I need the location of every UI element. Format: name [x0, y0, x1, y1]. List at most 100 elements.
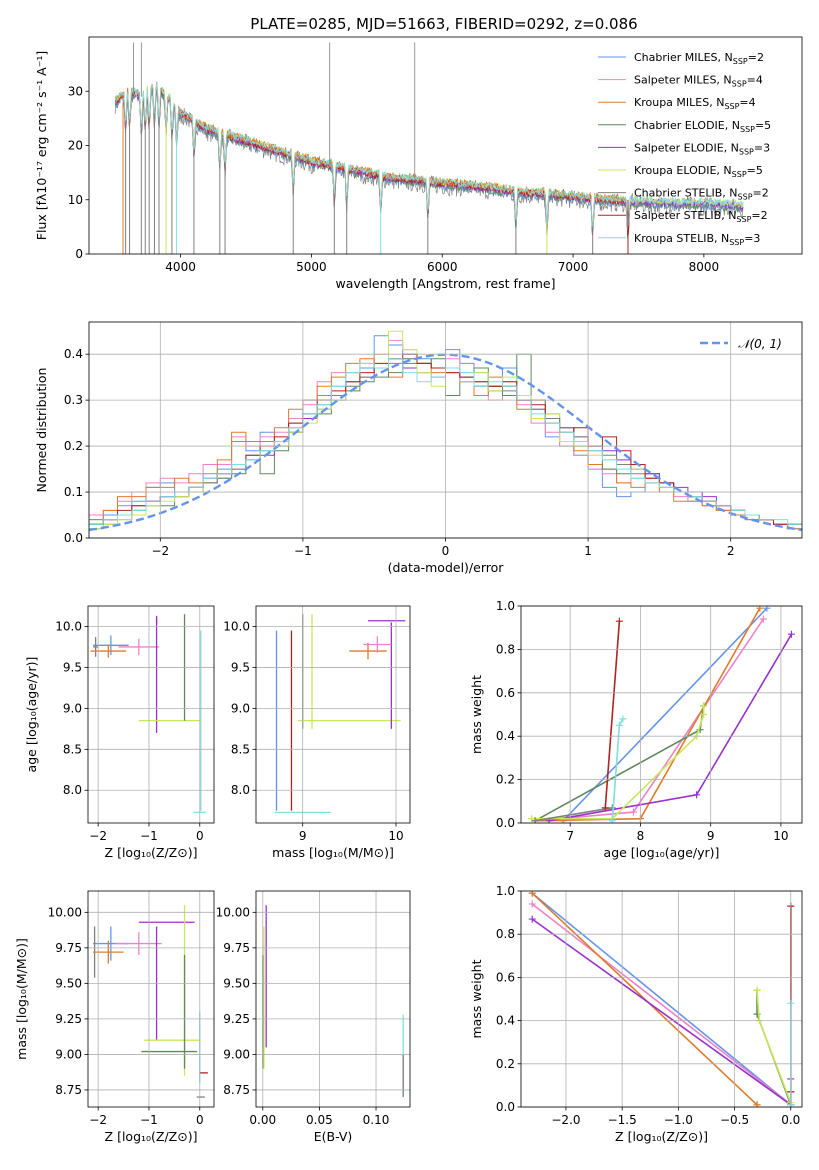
y-tick-label: 10	[68, 193, 83, 207]
spectrum-panel: 4000 5000 6000 7000 8000 0 10 20 30 wavelength [A…	[34, 36, 803, 291]
spectrum-line	[114, 81, 630, 234]
weight-vs-z-panel: −2.0 −1.5 −1.0 −0.5 0.0 0.0 0.2 0.4 0.6 0.8 1.0 Z […	[469, 884, 803, 1144]
legend-label-sub: SSP	[732, 170, 747, 179]
legend-label-sub: SSP	[724, 102, 739, 111]
residuals-panel: −2 −1 0 1 2 0.0 0.1 0.2 0.3 0.4 (data-model)/error…	[34, 321, 803, 575]
weight-marker	[528, 900, 536, 908]
plot-area	[114, 42, 744, 254]
x-tick-label: 8000	[689, 260, 720, 274]
x-axis-label: Z [log₁₀(Z/Z⊙)]	[615, 1129, 708, 1144]
axes-frame	[87, 890, 215, 1108]
x-tick-label: 10	[388, 829, 403, 843]
legend-label-sub: SSP	[732, 80, 747, 89]
axes-frame	[88, 36, 803, 255]
spectrum-line	[114, 87, 630, 236]
y-axis-label: Normed distribution	[34, 368, 49, 493]
legend-label: Salpeter STELIB, NSSP=2	[634, 209, 768, 224]
plot-area	[528, 891, 795, 1107]
weight-marker	[528, 815, 536, 823]
spectrum-title: PLATE=0285, MJD=51663, FIBERID=0292, z=0…	[250, 15, 637, 33]
x-tick-label: −2	[89, 829, 107, 843]
y-tick-label: 10.0	[55, 619, 82, 633]
x-tick-label: 7000	[558, 260, 589, 274]
legend-label: Kroupa STELIB, NSSP=3	[634, 232, 760, 247]
y-tick-label: 30	[68, 84, 83, 98]
y-tick-label: 8.0	[63, 783, 82, 797]
weight-line	[531, 903, 792, 1106]
weight-marker	[756, 606, 764, 612]
y-tick-label: 10.0	[223, 619, 250, 633]
legend-label-suffix: =4	[739, 96, 755, 109]
y-tick-label: 0.0	[64, 531, 83, 545]
y-tick-label: 0.2	[496, 773, 515, 787]
x-axis-label: E(B-V)	[314, 1129, 353, 1144]
legend-label: Salpeter MILES, NSSP=4	[634, 74, 763, 89]
y-tick-label: 0.1	[64, 485, 83, 499]
x-tick-label: 0	[442, 544, 450, 558]
legend-label-sub: SSP	[739, 147, 754, 156]
weight-line	[756, 990, 792, 1105]
legend-label: Chabrier STELIB, NSSP=2	[634, 187, 769, 202]
y-tick-label: 9.00	[55, 1047, 82, 1061]
y-tick-label: 10.00	[216, 905, 250, 919]
y-tick-label: 9.00	[223, 1047, 250, 1061]
weight-marker	[528, 891, 536, 897]
weight-marker	[619, 715, 627, 723]
weight-line	[531, 918, 792, 1107]
y-tick-label: 8.75	[55, 1083, 82, 1097]
y-tick-label: 1.0	[496, 884, 515, 898]
y-axis-label: mass weight	[469, 675, 484, 754]
x-tick-label: 9	[707, 829, 715, 843]
y-axis-label: Flux [fλ10⁻¹⁷ erg cm⁻² s⁻¹ A⁻¹]	[34, 51, 49, 240]
legend-label-sub: SSP	[733, 57, 748, 66]
y-tick-label: 9.0	[231, 701, 250, 715]
x-tick-label: −2	[151, 544, 169, 558]
legend-label-suffix: =2	[751, 209, 767, 222]
weight-marker	[601, 804, 609, 812]
y-tick-label: 10.00	[48, 905, 82, 919]
y-tick-label: 9.25	[55, 1012, 82, 1026]
weight-line	[611, 718, 624, 821]
y-tick-label: 9.75	[55, 941, 82, 955]
weight-marker	[531, 817, 539, 823]
x-tick-label: −1	[140, 1113, 158, 1127]
y-tick-label: 0	[75, 247, 83, 261]
legend-label-suffix: =5	[755, 119, 771, 132]
weight-marker	[615, 617, 623, 625]
y-tick-label: 0.0	[496, 1100, 515, 1114]
axes-frame	[520, 605, 803, 824]
weight-marker	[700, 702, 708, 710]
x-axis-label: mass [log₁₀(M/M⊙)]	[272, 845, 394, 860]
weight-line	[534, 807, 613, 822]
weight-marker	[608, 817, 616, 823]
legend-label-text: Chabrier STELIB, N	[634, 187, 738, 200]
weight-marker	[528, 915, 536, 923]
x-axis-label: (data-model)/error	[388, 560, 505, 575]
plot-area	[274, 614, 406, 814]
y-tick-label: 8.75	[223, 1083, 250, 1097]
x-tick-label: −2.0	[551, 1113, 580, 1127]
weight-marker	[629, 808, 637, 816]
x-tick-label: −1.5	[608, 1113, 637, 1127]
x-axis-label: age [log₁₀(age/yr)]	[604, 845, 720, 860]
legend-label: 𝒩(0, 1)	[738, 337, 782, 351]
weight-vs-age-panel: 7 8 9 10 0.0 0.2 0.4 0.6 0.8 1.0 age [log₁₀(age/yr…	[469, 599, 803, 860]
plot-area	[528, 606, 795, 823]
x-tick-label: 0	[196, 1113, 204, 1127]
y-tick-label: 0.4	[496, 729, 515, 743]
y-tick-label: 9.25	[223, 1012, 250, 1026]
weight-line	[604, 621, 621, 808]
legend-label-text: Kroupa ELODIE, N	[634, 164, 732, 177]
x-axis-label: wavelength [Angstrom, rest frame]	[335, 276, 555, 291]
mass-vs-z-panel: −2 −1 0 8.75 9.00 9.25 9.50 9.75 10.00 Z [log₁₀(Z…	[14, 890, 215, 1144]
y-tick-label: 8.0	[231, 783, 250, 797]
x-axis-label: Z [log₁₀(Z/Z⊙)]	[105, 845, 198, 860]
mass-vs-ebv-panel: 0.00 0.05 0.10 8.75 9.00 9.25 9.50 9.75 10.00 E(B…	[216, 890, 411, 1144]
weight-marker	[700, 711, 708, 718]
y-axis-label: mass weight	[469, 959, 484, 1038]
plot-area	[90, 614, 206, 814]
weight-line	[534, 607, 761, 822]
y-tick-label: 8.5	[231, 742, 250, 756]
y-tick-label: 1.0	[496, 599, 515, 613]
axes-frame	[88, 321, 803, 539]
